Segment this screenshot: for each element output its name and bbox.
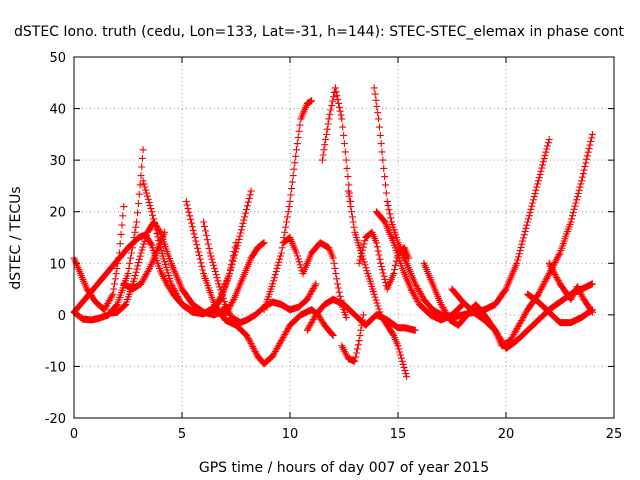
x-tick-label: 5 xyxy=(178,427,186,442)
x-tick-label: 10 xyxy=(282,427,299,442)
x-tick-label: 15 xyxy=(390,427,407,442)
axis-ticks: 0 5 10 15 20 25 -20 -10 0 10 20 30 40 50 xyxy=(45,51,623,442)
y-tick-label: 40 xyxy=(49,103,66,118)
x-axis-label: GPS time / hours of day 007 of year 2015 xyxy=(199,460,489,476)
y-tick-label: 0 xyxy=(58,309,66,324)
series-4-markers xyxy=(120,228,169,293)
series-21 xyxy=(545,259,596,316)
series-4 xyxy=(120,228,169,293)
series-9 xyxy=(260,97,316,314)
series-20 xyxy=(524,290,596,327)
series-12 xyxy=(318,84,354,205)
x-tick-label: 25 xyxy=(606,427,623,442)
series-18 xyxy=(420,130,596,350)
series-9-markers xyxy=(260,97,316,314)
y-tick-label: 20 xyxy=(49,206,66,221)
y-tick-label: 10 xyxy=(49,257,66,272)
y-axis-label: dSTEC / TECUs xyxy=(8,186,24,289)
series-6-markers xyxy=(182,197,337,368)
y-tick-label: 50 xyxy=(49,51,66,66)
y-tick-label: -20 xyxy=(45,412,66,427)
series-10 xyxy=(280,234,350,321)
series-8 xyxy=(221,239,268,319)
y-tick-label: 30 xyxy=(49,154,66,169)
x-tick-label: 0 xyxy=(70,427,78,442)
series-12-markers xyxy=(318,84,354,205)
series-17 xyxy=(372,208,467,324)
series-13 xyxy=(338,311,367,365)
series-13-markers xyxy=(338,311,367,365)
series-10-markers xyxy=(280,234,350,321)
series-20-markers xyxy=(524,290,596,327)
plot-frame xyxy=(73,56,615,419)
y-tick-label: -10 xyxy=(45,360,66,375)
series-18-markers xyxy=(420,130,596,350)
x-tick-label: 20 xyxy=(498,427,515,442)
chart-title: dSTEC Iono. truth (cedu, Lon=133, Lat=-3… xyxy=(14,24,624,40)
series-21-markers xyxy=(545,259,596,316)
data-series xyxy=(70,84,596,381)
series-8-markers xyxy=(221,239,268,319)
series-6 xyxy=(182,197,337,368)
series-17-markers xyxy=(372,208,467,324)
